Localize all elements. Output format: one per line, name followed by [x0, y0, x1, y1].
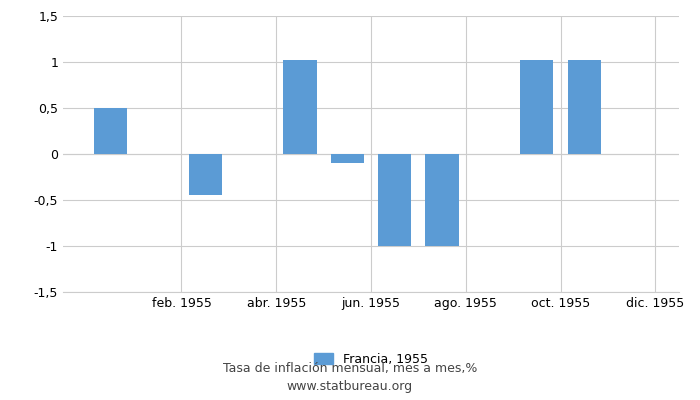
Text: www.statbureau.org: www.statbureau.org — [287, 380, 413, 393]
Bar — [330, 154, 364, 163]
Bar — [188, 154, 222, 196]
Bar — [284, 60, 316, 154]
Bar — [378, 154, 412, 246]
Text: Tasa de inflación mensual, mes a mes,%: Tasa de inflación mensual, mes a mes,% — [223, 362, 477, 375]
Legend: Francia, 1955: Francia, 1955 — [309, 348, 433, 371]
Bar — [520, 60, 554, 154]
Bar — [568, 60, 601, 154]
Bar — [94, 108, 127, 154]
Bar — [426, 154, 458, 246]
